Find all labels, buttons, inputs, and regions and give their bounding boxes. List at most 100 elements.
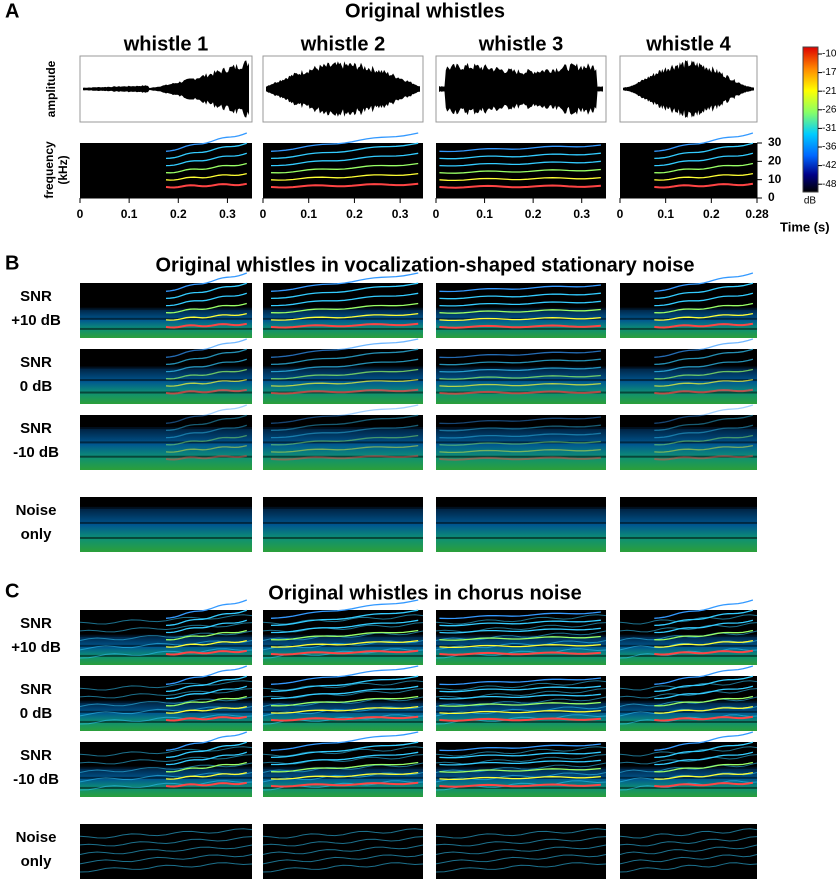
chorus-line — [435, 854, 607, 865]
chorus-line — [79, 614, 253, 625]
chorus-line — [435, 614, 607, 625]
chorus-line — [619, 862, 758, 873]
harmonic — [270, 338, 419, 358]
noise-band — [80, 506, 252, 552]
noise-stripe — [436, 644, 606, 647]
harmonic — [439, 424, 601, 432]
noise-stripe — [436, 327, 606, 330]
noise-stripe — [436, 317, 606, 320]
harmonic — [166, 751, 247, 766]
panel-title: Original whistles — [345, 0, 505, 22]
harmonic — [166, 619, 247, 634]
row-label: +10 dB — [11, 312, 61, 329]
chorus-line — [619, 622, 758, 633]
noise-stripe — [80, 536, 252, 539]
harmonic — [270, 152, 419, 167]
noise-stripe — [263, 317, 423, 320]
amplitude-label: amplitude — [44, 60, 58, 117]
column-title: whistle 2 — [300, 33, 385, 55]
noise-stripe — [620, 786, 757, 789]
chorus-line — [619, 762, 758, 773]
noise-stripe — [80, 786, 252, 789]
harmonic — [439, 390, 601, 395]
harmonic — [439, 759, 601, 766]
noise-stripe — [80, 644, 252, 647]
harmonic — [270, 599, 419, 619]
noise-band — [620, 366, 757, 404]
harmonic — [439, 767, 601, 773]
noise-stripe — [436, 766, 606, 769]
harmonic — [439, 358, 601, 366]
chorus-line — [79, 754, 253, 765]
harmonic — [165, 434, 247, 446]
harmonic — [439, 701, 601, 707]
chorus-line — [435, 640, 607, 651]
harmonic — [165, 358, 247, 373]
noise-band — [80, 307, 252, 338]
colorbar-tick-label: -42 — [822, 160, 837, 171]
chorus-line — [79, 696, 253, 707]
noise-stripe — [80, 327, 252, 330]
chorus-line — [79, 648, 253, 659]
harmonic — [270, 172, 419, 181]
noise-stripe — [620, 366, 757, 369]
harmonic — [654, 665, 754, 685]
harmonic — [165, 741, 248, 759]
noise-stripe — [620, 441, 757, 444]
harmonic — [439, 619, 601, 627]
noise-stripe — [263, 536, 423, 539]
harmonic — [654, 649, 754, 656]
harmonic — [270, 434, 419, 446]
harmonic — [165, 292, 247, 307]
harmonic — [654, 152, 754, 167]
chorus-line — [79, 630, 253, 641]
x-tick-label: 0 — [260, 207, 267, 221]
row-label: SNR — [20, 420, 52, 437]
y-tick-label: 0 — [768, 190, 775, 204]
harmonic — [270, 302, 419, 314]
harmonic — [654, 771, 754, 780]
harmonic — [166, 685, 247, 700]
harmonic — [654, 338, 754, 358]
harmonic — [654, 358, 754, 373]
noise-stripe — [436, 654, 606, 657]
harmonic — [165, 172, 247, 181]
noise-stripe — [620, 506, 757, 509]
noise-stripe — [263, 366, 423, 369]
harmonic — [270, 424, 419, 439]
harmonic — [271, 619, 419, 634]
chorus-line — [262, 844, 424, 855]
noise-stripe — [620, 720, 757, 723]
chorus-line — [435, 828, 607, 839]
noise-stripe — [436, 720, 606, 723]
harmonic — [270, 182, 419, 189]
harmonic — [654, 142, 754, 160]
harmonic — [165, 142, 248, 160]
noise-stripe — [620, 776, 757, 779]
noise-band — [80, 766, 252, 797]
harmonic — [270, 781, 419, 788]
noise-band — [620, 506, 757, 552]
noise-stripe — [263, 521, 423, 524]
harmonic — [165, 454, 247, 461]
row-label: Noise — [16, 829, 57, 846]
chorus-line — [79, 714, 253, 725]
chorus-line — [435, 696, 607, 707]
harmonic — [439, 284, 601, 293]
row-label: Noise — [16, 502, 57, 519]
harmonic — [165, 675, 248, 693]
harmonic — [270, 639, 419, 648]
harmonic — [270, 282, 419, 300]
noise-stripe — [263, 710, 423, 713]
noise-stripe — [620, 391, 757, 394]
row-label: SNR — [20, 288, 52, 305]
noise-stripe — [80, 366, 252, 369]
harmonic — [654, 751, 754, 766]
noise-stripe — [80, 455, 252, 458]
waveform — [439, 62, 603, 116]
harmonic — [439, 456, 601, 461]
harmonic — [654, 132, 754, 152]
row-label: only — [21, 526, 52, 543]
row-label: -10 dB — [13, 444, 59, 461]
harmonic — [439, 350, 601, 359]
